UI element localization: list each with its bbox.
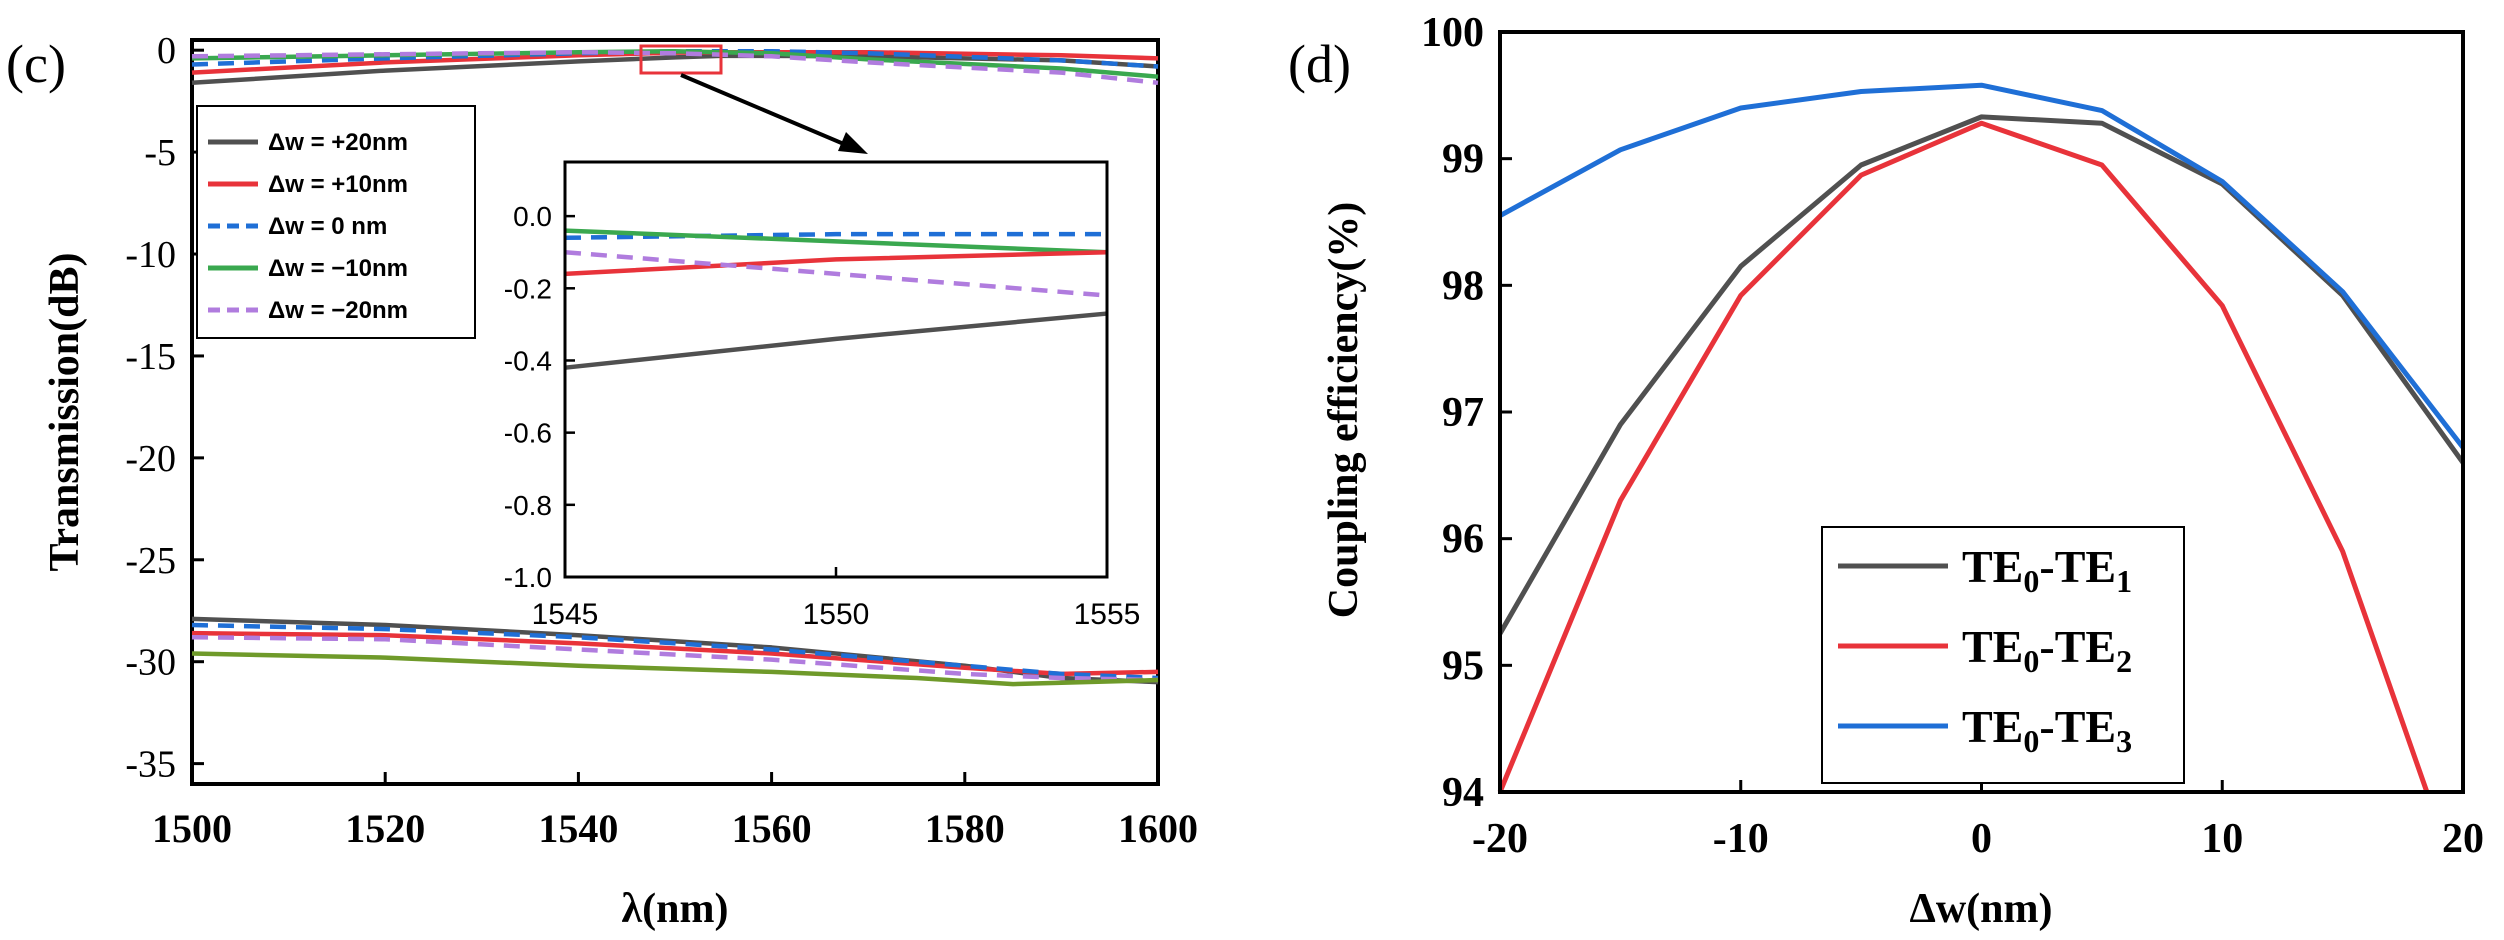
inset-series-line-4 xyxy=(564,311,1108,370)
chart-d-x-tick-label: 20 xyxy=(2442,816,2484,862)
chart-c-legend-box xyxy=(196,105,476,339)
chart-c-y-tick-label: -20 xyxy=(125,438,176,480)
inset-y-tick-label: 0.0 xyxy=(513,201,552,232)
chart-c-series-line-4 xyxy=(191,49,1159,86)
chart-d-y-tick-label: 94 xyxy=(1442,770,1484,816)
legend-label-base: TE xyxy=(1962,541,2023,592)
chart-c-x-axis-label: λ(nm) xyxy=(622,886,729,932)
zoom-arrow-head xyxy=(838,132,868,154)
chart-c-legend-label: Δw = −10nm xyxy=(268,255,408,282)
chart-d-legend-label: TE0-TE2 xyxy=(1962,621,2132,679)
panel-label-c: (c) xyxy=(6,34,66,94)
legend-label-base: TE xyxy=(1962,701,2023,752)
chart-c-y-axis-label: Transmission(dB) xyxy=(42,253,88,572)
legend-label-base: TE xyxy=(1962,621,2023,672)
chart-c-series-line-9 xyxy=(191,651,1159,687)
panel-label-d: (d) xyxy=(1288,34,1351,94)
chart-c-x-tick-label: 1520 xyxy=(345,806,425,851)
legend-label-sub: 1 xyxy=(2116,563,2132,599)
chart-d-y-axis-label: Coupling efficiency(%) xyxy=(1321,202,1367,618)
chart-c-inset: 1545 1550 1555 0.0 -0.2 -0.4 -0.6 -0.8 -1.0 xyxy=(504,160,1141,631)
chart-c-y-tick-label: -15 xyxy=(125,336,176,378)
chart-d-x-axis-label: Δw(nm) xyxy=(1910,886,2053,932)
chart-d-legend-label: TE0-TE3 xyxy=(1962,701,2132,759)
inset-series-line-2 xyxy=(564,249,1108,277)
inset-y-tick-label: -0.2 xyxy=(504,273,552,304)
legend-label-dash: - xyxy=(2039,541,2054,592)
legend-label-base: TE xyxy=(2055,621,2116,672)
chart-c: 1500 1520 1540 1560 1580 1600 0 -5 -10 -15 -20 -25 -… xyxy=(42,30,1198,932)
chart-d-series-line-1 xyxy=(1497,120,2430,793)
chart-c-x-tick-label: 1540 xyxy=(538,806,618,851)
legend-label-sub: 0 xyxy=(2023,563,2039,599)
chart-c-y-tick-label: -25 xyxy=(125,540,176,582)
chart-d-y-tick-label: 96 xyxy=(1442,517,1484,563)
chart-c-plot-frame xyxy=(190,38,1160,786)
chart-d-y-tick-label: 99 xyxy=(1442,137,1484,183)
inset-x-tick-label: 1550 xyxy=(803,598,870,631)
legend-label-dash: - xyxy=(2039,621,2054,672)
chart-c-legend-label: Δw = +20nm xyxy=(268,129,408,156)
legend-label-sub: 0 xyxy=(2023,723,2039,759)
chart-d-x-tick-label: -10 xyxy=(1713,816,1769,862)
inset-series-line-3 xyxy=(564,249,1108,298)
chart-c-y-tick-label: -30 xyxy=(125,642,176,684)
inset-series-line-0 xyxy=(564,231,1107,241)
inset-y-tick-label: -1.0 xyxy=(504,562,552,593)
chart-d-legend-box xyxy=(1821,526,2185,784)
chart-d-x-tick-label: 10 xyxy=(2201,816,2243,862)
chart-c-y-tick-label: 0 xyxy=(157,30,176,72)
chart-d-x-tick-label: -20 xyxy=(1472,816,1528,862)
legend-label-sub: 2 xyxy=(2116,643,2132,679)
chart-c-ticks: 1500 1520 1540 1560 1580 1600 0 -5 -10 -15 -20 -25 -… xyxy=(125,30,1198,851)
chart-c-x-tick-label: 1600 xyxy=(1118,806,1198,851)
chart-d-x-tick-label: 0 xyxy=(1971,816,1992,862)
chart-c-x-tick-label: 1580 xyxy=(925,806,1005,851)
zoom-arrow xyxy=(680,73,859,152)
inset-x-tick-label: 1555 xyxy=(1074,598,1141,631)
chart-c-y-tick-label: -5 xyxy=(144,132,176,174)
chart-d-y-tick-label: 98 xyxy=(1442,263,1484,309)
inset-series-line-1 xyxy=(564,228,1108,255)
chart-c-y-tick-label: -35 xyxy=(125,744,176,786)
legend-label-dash: - xyxy=(2039,701,2054,752)
chart-c-legend-label: Δw = +10nm xyxy=(268,171,408,198)
inset-y-tick-label: -0.8 xyxy=(504,490,552,521)
legend-label-sub: 3 xyxy=(2116,723,2132,759)
legend-label-base: TE xyxy=(2055,541,2116,592)
chart-c-legend-label: Δw = 0 nm xyxy=(268,213,387,240)
chart-c-series-line-8 xyxy=(191,634,1159,683)
chart-c-legend: Δw = +20nm Δw = +10nm Δw = 0 nm Δw = −10nm Δ… xyxy=(196,105,476,339)
inset-y-tick-label: -0.6 xyxy=(504,418,552,449)
inset-x-tick-label: 1545 xyxy=(532,598,599,631)
legend-label-base: TE xyxy=(2055,701,2116,752)
legend-label-sub: 0 xyxy=(2023,643,2039,679)
chart-d-legend-label: TE0-TE1 xyxy=(1962,541,2132,599)
chart-c-x-tick-label: 1500 xyxy=(152,806,232,851)
inset-background xyxy=(565,162,1107,577)
chart-d-series xyxy=(1497,82,2466,793)
inset-y-tick-label: -0.4 xyxy=(504,345,552,376)
chart-c-series xyxy=(191,48,1159,687)
inset-series xyxy=(564,228,1108,370)
chart-c-series-line-7 xyxy=(191,622,1159,681)
chart-c-y-tick-label: -10 xyxy=(125,234,176,276)
chart-d-y-tick-label: 95 xyxy=(1442,643,1484,689)
chart-d-series-line-2 xyxy=(1498,82,2465,449)
chart-d-y-tick-label: 100 xyxy=(1421,10,1484,56)
chart-d-y-tick-label: 97 xyxy=(1442,390,1484,436)
inset-ticks: 1545 1550 1555 0.0 -0.2 -0.4 -0.6 -0.8 -1.0 xyxy=(504,201,1141,631)
chart-c-series-line-3 xyxy=(191,48,1159,79)
chart-c-x-tick-label: 1560 xyxy=(732,806,812,851)
chart-c-legend-label: Δw = −20nm xyxy=(268,297,408,324)
zoom-region-marker xyxy=(639,44,723,75)
